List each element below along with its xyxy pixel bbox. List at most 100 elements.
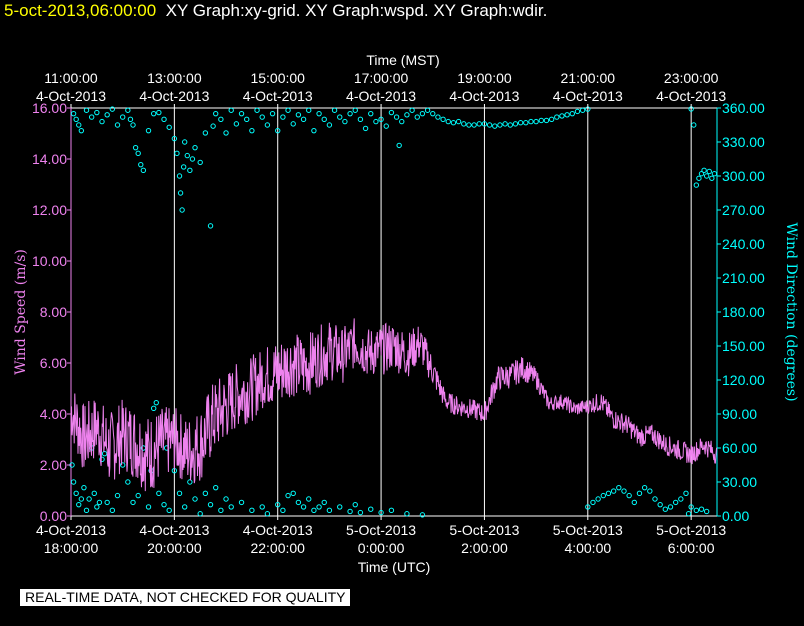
wdir-point <box>703 508 710 515</box>
wdir-point <box>471 122 477 128</box>
top-tick-date: 4-Oct-2013 <box>346 88 416 104</box>
top-tick-date: 4-Oct-2013 <box>553 88 623 104</box>
wdir-point <box>331 107 338 113</box>
wdir-point <box>135 492 141 499</box>
wdir-point <box>179 207 185 213</box>
wdir-point <box>706 168 712 175</box>
wdir-point <box>213 484 219 491</box>
wdir-point <box>181 139 188 145</box>
wdir-point <box>150 110 157 117</box>
wdir-point <box>114 492 121 499</box>
wdir-point <box>693 182 700 188</box>
wdir-point <box>192 496 198 502</box>
wdir-point <box>357 509 364 516</box>
chart-header: 5-oct-2013,06:00:00 XY Graph:xy-grid. XY… <box>4 1 547 21</box>
wdir-point <box>180 164 187 170</box>
wdir-point <box>631 499 638 506</box>
right-tick-label: 180.00 <box>722 304 765 320</box>
wdir-point <box>101 450 108 457</box>
wdir-point <box>538 117 544 124</box>
wdir-point <box>285 492 291 499</box>
wdir-point <box>321 116 327 123</box>
wdir-point <box>132 144 139 151</box>
bottom-tick-time: 4:00:00 <box>564 540 611 556</box>
top-tick-time: 19:00:00 <box>457 70 512 86</box>
wdir-point <box>88 114 95 120</box>
wdir-point <box>662 506 669 512</box>
wdir-point <box>569 110 575 117</box>
bottom-tick-date: 5-Oct-2013 <box>656 522 726 538</box>
wdir-point <box>316 110 322 117</box>
wdir-point <box>590 499 596 506</box>
wdir-point <box>352 501 358 508</box>
wdir-point <box>641 484 648 491</box>
top-tick-time: 17:00:00 <box>354 70 409 86</box>
wdir-point <box>238 499 245 506</box>
wdir-point <box>114 122 121 128</box>
wdir-point <box>280 507 286 514</box>
wdir-point <box>486 122 493 128</box>
top-tick-date: 4-Oct-2013 <box>243 88 313 104</box>
wdir-point <box>698 171 705 177</box>
right-tick-label: 0.00 <box>722 508 749 524</box>
right-tick-label: 60.00 <box>722 440 757 456</box>
wdir-point <box>125 479 131 485</box>
x-axis-title: Time (UTC) <box>358 559 431 575</box>
wdir-point <box>202 130 209 136</box>
wdir-point <box>269 110 276 117</box>
wdir-point <box>130 499 136 506</box>
wdir-point <box>127 116 134 123</box>
top-tick-date: 4-Oct-2013 <box>449 88 519 104</box>
right-tick-label: 90.00 <box>722 406 757 422</box>
wdir-point <box>326 122 333 128</box>
wdir-point <box>99 118 105 125</box>
wdir-point <box>696 175 702 181</box>
wdir-point <box>104 499 110 506</box>
wdir-point <box>409 107 415 113</box>
wdir-point <box>176 490 183 497</box>
top-tick-time: 21:00:00 <box>561 70 616 86</box>
wdir-point <box>184 152 190 159</box>
wdir-point <box>352 107 358 113</box>
wdir-point <box>579 107 586 113</box>
wdir-point <box>396 142 402 149</box>
wdir-point <box>326 507 333 514</box>
wdir-point <box>657 501 663 508</box>
wdir-point <box>300 504 307 510</box>
left-tick-label: 16.00 <box>32 100 67 116</box>
wdir-point <box>701 167 707 174</box>
wdir-point <box>711 171 718 177</box>
wdir-point <box>94 504 100 510</box>
axis-labels: 11:00:00 4-Oct-2013 13:00:00 4-Oct-2013 15:0… <box>13 52 799 575</box>
right-tick-label: 240.00 <box>722 236 765 252</box>
wdir-point <box>709 175 715 181</box>
wdir-point <box>512 121 519 127</box>
wdir-point <box>78 496 85 502</box>
wdir-point <box>78 127 85 134</box>
wdir-point <box>647 488 653 494</box>
right-tick-label: 360.00 <box>722 100 765 116</box>
wdir-point <box>306 496 312 502</box>
wdir-point <box>543 117 550 124</box>
wdir-point <box>119 462 126 468</box>
wdir-point <box>161 116 167 123</box>
wdir-point <box>207 223 214 229</box>
wdir-point <box>621 488 627 494</box>
wdir-point <box>249 507 255 514</box>
wdir-point <box>419 110 426 117</box>
wdir-point <box>259 114 265 120</box>
wdir-point <box>564 112 570 118</box>
wdir-point <box>125 107 131 113</box>
wdir-point <box>685 511 692 517</box>
top-tick-time: 11:00:00 <box>44 70 98 86</box>
wdir-point <box>548 116 555 123</box>
header-graph-list: XY Graph:xy-grid. XY Graph:wspd. XY Grap… <box>165 1 548 20</box>
wdir-point <box>109 507 116 514</box>
wdir-point <box>404 112 410 118</box>
wind-direction-series <box>69 106 718 518</box>
wdir-point <box>703 173 710 179</box>
wdir-point <box>83 507 90 514</box>
header-timestamp: 5-oct-2013,06:00:00 <box>4 1 157 20</box>
wdir-point <box>368 110 374 117</box>
wdir-point <box>285 107 291 113</box>
